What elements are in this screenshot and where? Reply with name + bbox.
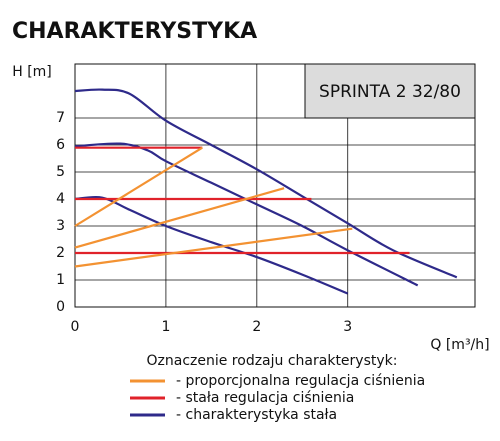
legend-title: Oznaczenie rodzaju charakterystyk: <box>147 353 398 369</box>
chart-title: CHARAKTERYSTYKA <box>12 19 257 44</box>
y-tick-label: 4 <box>56 191 65 207</box>
y-tick-label: 2 <box>56 245 65 261</box>
series-line <box>74 195 349 295</box>
y-tick-label: 1 <box>56 272 65 288</box>
y-axis-label: H [m] <box>12 64 52 80</box>
series-line <box>74 88 458 279</box>
series-line <box>74 146 203 227</box>
x-tick-label: 1 <box>161 319 170 335</box>
model-box <box>304 63 476 119</box>
series-group <box>74 88 458 295</box>
series-line <box>74 227 353 268</box>
x-tick-label: 2 <box>252 319 261 335</box>
model-name: SPRINTA 2 32/80 <box>319 82 461 102</box>
y-tick-label: 0 <box>56 299 65 315</box>
legend-label: - charakterystyka stała <box>176 407 337 423</box>
y-tick-label: 6 <box>56 137 65 153</box>
x-tick-label: 0 <box>71 319 80 335</box>
series-line <box>74 142 419 287</box>
plot-frame <box>74 63 476 308</box>
y-tick-label: 5 <box>56 164 65 180</box>
y-tick-label: 7 <box>56 110 65 126</box>
series-line <box>74 187 285 249</box>
legend-label: - proporcjonalna regulacja ciśnienia <box>176 373 425 389</box>
x-axis-label: Q [m³/h] <box>430 337 489 353</box>
x-tick-label: 3 <box>343 319 352 335</box>
legend-label: - stała regulacja ciśnienia <box>176 390 354 406</box>
y-tick-label: 3 <box>56 218 65 234</box>
